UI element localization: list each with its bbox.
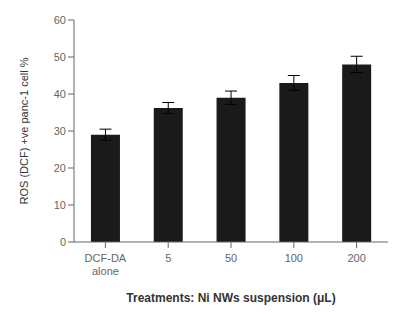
- svg-text:10: 10: [54, 199, 66, 211]
- svg-text:60: 60: [54, 14, 66, 26]
- svg-text:20: 20: [54, 162, 66, 174]
- svg-text:0: 0: [60, 236, 66, 248]
- svg-text:200: 200: [347, 252, 365, 264]
- svg-text:DCF-DAalone: DCF-DAalone: [85, 252, 127, 277]
- svg-text:30: 30: [54, 125, 66, 137]
- svg-text:40: 40: [54, 88, 66, 100]
- svg-text:100: 100: [285, 252, 303, 264]
- svg-text:50: 50: [225, 252, 237, 264]
- svg-text:Treatments: Ni NWs suspension: Treatments: Ni NWs suspension (μL): [126, 291, 335, 305]
- svg-text:ROS (DCF) +ve panc-1 cell %: ROS (DCF) +ve panc-1 cell %: [18, 57, 30, 204]
- svg-text:5: 5: [165, 252, 171, 264]
- svg-text:50: 50: [54, 51, 66, 63]
